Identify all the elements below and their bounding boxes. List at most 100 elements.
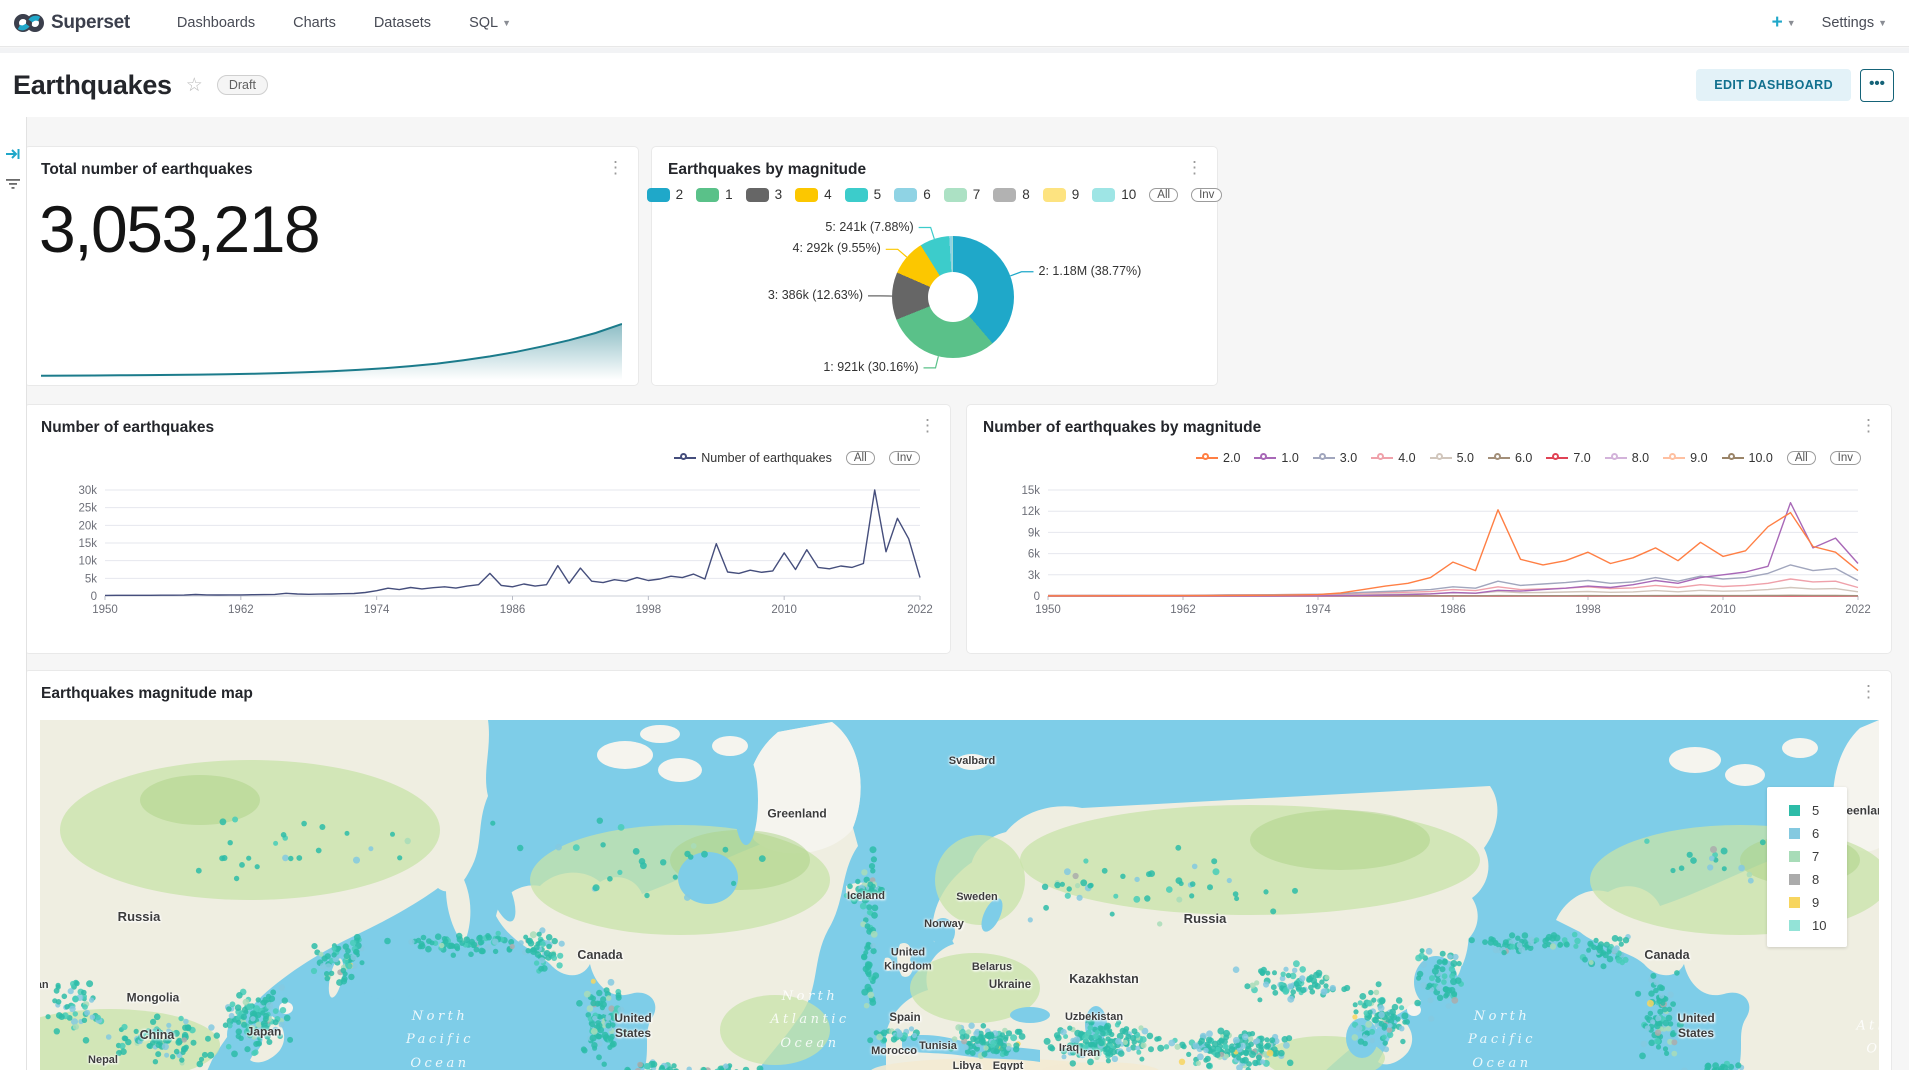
legend-line-marker [1663, 453, 1686, 463]
legend-item-magnitude-4[interactable]: 4 [795, 187, 832, 202]
chevron-down-icon: ▼ [1878, 18, 1887, 29]
svg-text:2022: 2022 [907, 604, 933, 616]
svg-text:12k: 12k [1021, 506, 1040, 518]
map-legend-swatch [1789, 805, 1800, 816]
legend-item-7.0[interactable]: 7.0 [1546, 451, 1591, 465]
svg-text:15k: 15k [78, 538, 97, 550]
legend-item-magnitude-1[interactable]: 1 [696, 187, 733, 202]
legend-label: 5.0 [1456, 451, 1474, 465]
timeseries-by-magnitude-plot[interactable]: 0 3k 6k 9k 12k 15k 1950 1962 1974 1986 1998 2010 202… [967, 405, 1891, 653]
legend-line-marker [1429, 453, 1452, 463]
legend-item-number-of-earthquakes[interactable]: Number of earthquakes [674, 451, 832, 465]
legend-item-magnitude-6[interactable]: 6 [894, 187, 931, 202]
legend-inv-button[interactable]: Inv [888, 451, 920, 465]
legend-line-marker [1721, 453, 1744, 463]
legend-swatch [894, 187, 918, 202]
legend-inv-button[interactable]: Inv [1191, 187, 1223, 202]
legend-swatch [844, 187, 868, 202]
nav-item-dashboards[interactable]: Dashboards [176, 15, 256, 31]
favorite-star-icon[interactable]: ☆ [185, 74, 203, 96]
world-map[interactable]: RussiaMongoliaChinaJapanNepalPakistanCan… [40, 720, 1879, 1070]
map-legend-label: 9 [1812, 895, 1820, 910]
legend-item-10.0[interactable]: 10.0 [1721, 451, 1773, 465]
svg-text:1962: 1962 [228, 604, 254, 616]
chart-title: Number of earthquakes [41, 419, 215, 436]
legend-item-5.0[interactable]: 5.0 [1429, 451, 1474, 465]
more-options-button[interactable]: ••• [1860, 68, 1894, 102]
legend-item-magnitude-7[interactable]: 7 [943, 187, 980, 202]
expand-filter-bar-icon[interactable] [5, 147, 21, 161]
legend-item-1.0[interactable]: 1.0 [1254, 451, 1299, 465]
map-legend-item-6[interactable]: 6 [1767, 822, 1847, 845]
legend-item-9.0[interactable]: 9.0 [1663, 451, 1708, 465]
map-legend-item-10[interactable]: 10 [1767, 914, 1847, 937]
legend-swatch [745, 187, 769, 202]
chart-menu-icon[interactable]: ⋮ [1186, 158, 1203, 177]
new-item-button[interactable]: + ▼ [1771, 12, 1796, 33]
legend-swatch [993, 187, 1017, 202]
page-title: Earthquakes [13, 69, 172, 100]
settings-menu[interactable]: Settings ▼ [1821, 15, 1887, 31]
legend-line-marker [674, 453, 697, 463]
legend-item-magnitude-8[interactable]: 8 [993, 187, 1030, 202]
legend-item-magnitude-9[interactable]: 9 [1042, 187, 1080, 202]
legend-item-magnitude-5[interactable]: 5 [844, 187, 881, 202]
legend-item-2.0[interactable]: 2.0 [1196, 451, 1240, 465]
dashboard-header: Earthquakes ☆ Draft EDIT DASHBOARD ••• [0, 53, 1909, 117]
legend-item-magnitude-10[interactable]: 10 [1092, 187, 1136, 202]
legend-item-6.0[interactable]: 6.0 [1487, 451, 1533, 465]
svg-text:0: 0 [1034, 591, 1040, 603]
map-legend-item-7[interactable]: 7 [1767, 845, 1847, 868]
chart-menu-icon[interactable]: ⋮ [607, 158, 624, 177]
legend-label: 6.0 [1514, 451, 1533, 465]
top-nav: Superset Dashboards Charts Datasets SQL ▼… [0, 0, 1909, 47]
chart-menu-icon[interactable]: ⋮ [1860, 416, 1877, 435]
chevron-down-icon: ▼ [1786, 17, 1796, 28]
pie-slice-label-2: 2: 1.18M (38.77%) [1038, 263, 1142, 278]
legend-inv-button[interactable]: Inv [1829, 451, 1861, 465]
legend-all-button[interactable]: All [1149, 187, 1179, 202]
legend-label: 9 [1071, 187, 1080, 202]
pie-legend: 2 1 3 4 5 6 7 8 9 10 All Inv [646, 187, 1223, 202]
nav-right: + ▼ Settings ▼ [1772, 12, 1887, 34]
legend-all-button[interactable]: All [1786, 451, 1816, 465]
card-number-of-earthquakes: Number of earthquakes ⋮ Number of earthq… [25, 405, 950, 653]
svg-text:1986: 1986 [500, 604, 526, 616]
nav-item-sql[interactable]: SQL ▼ [469, 15, 511, 31]
card-total-earthquakes: Total number of earthquakes ⋮ 3,053,218 [25, 147, 638, 385]
superset-logo[interactable]: Superset [14, 12, 130, 34]
svg-text:2022: 2022 [1845, 604, 1871, 616]
chart-menu-icon[interactable]: ⋮ [919, 416, 936, 435]
svg-text:0: 0 [91, 591, 97, 603]
legend-item-3.0[interactable]: 3.0 [1312, 451, 1358, 465]
svg-text:1998: 1998 [1575, 604, 1601, 616]
map-legend-item-8[interactable]: 8 [1767, 868, 1847, 891]
nav-item-datasets[interactable]: Datasets [373, 15, 432, 31]
legend-label: 10 [1121, 187, 1137, 202]
legend-item-magnitude-3[interactable]: 3 [745, 187, 782, 202]
svg-text:1962: 1962 [1170, 604, 1196, 616]
legend-line-marker [1254, 453, 1277, 463]
pie-slice-label-5: 5: 241k (7.88%) [825, 219, 914, 234]
svg-text:3k: 3k [1028, 570, 1040, 582]
legend-item-8.0[interactable]: 8.0 [1604, 451, 1650, 465]
legend-label: 8.0 [1631, 451, 1650, 465]
nav-item-charts[interactable]: Charts [293, 15, 336, 31]
legend-all-button[interactable]: All [845, 451, 875, 465]
donut-chart-area: 2: 1.18M (38.77%) 1: 921k (30.16%) 3: 386k… [652, 147, 1217, 385]
legend-label: 3.0 [1339, 451, 1358, 465]
legend-item-4.0[interactable]: 4.0 [1371, 451, 1416, 465]
line-chart-legend: Number of earthquakes All Inv [674, 451, 920, 465]
line-chart-legend: 2.0 1.0 3.0 4.0 5.0 6.0 7.0 8.0 9.0 10.0 All Inv [1196, 451, 1861, 465]
pie-slice-label-1: 1: 921k (30.16%) [823, 359, 919, 374]
nav-menu: Dashboards Charts Datasets SQL ▼ [162, 3, 526, 43]
legend-item-magnitude-2[interactable]: 2 [646, 187, 683, 202]
timeseries-plot[interactable]: 0 5k 10k 15k 20k 25k 30k 1950 1962 1974 1986 1998 20… [25, 405, 950, 653]
svg-text:25k: 25k [78, 503, 97, 515]
map-legend-item-5[interactable]: 5 [1767, 799, 1847, 822]
chart-title: Number of earthquakes by magnitude [983, 419, 1262, 436]
chart-menu-icon[interactable]: ⋮ [1860, 682, 1877, 701]
edit-dashboard-button[interactable]: EDIT DASHBOARD [1696, 69, 1851, 101]
filter-icon[interactable] [6, 179, 21, 191]
map-legend-item-9[interactable]: 9 [1767, 891, 1847, 914]
